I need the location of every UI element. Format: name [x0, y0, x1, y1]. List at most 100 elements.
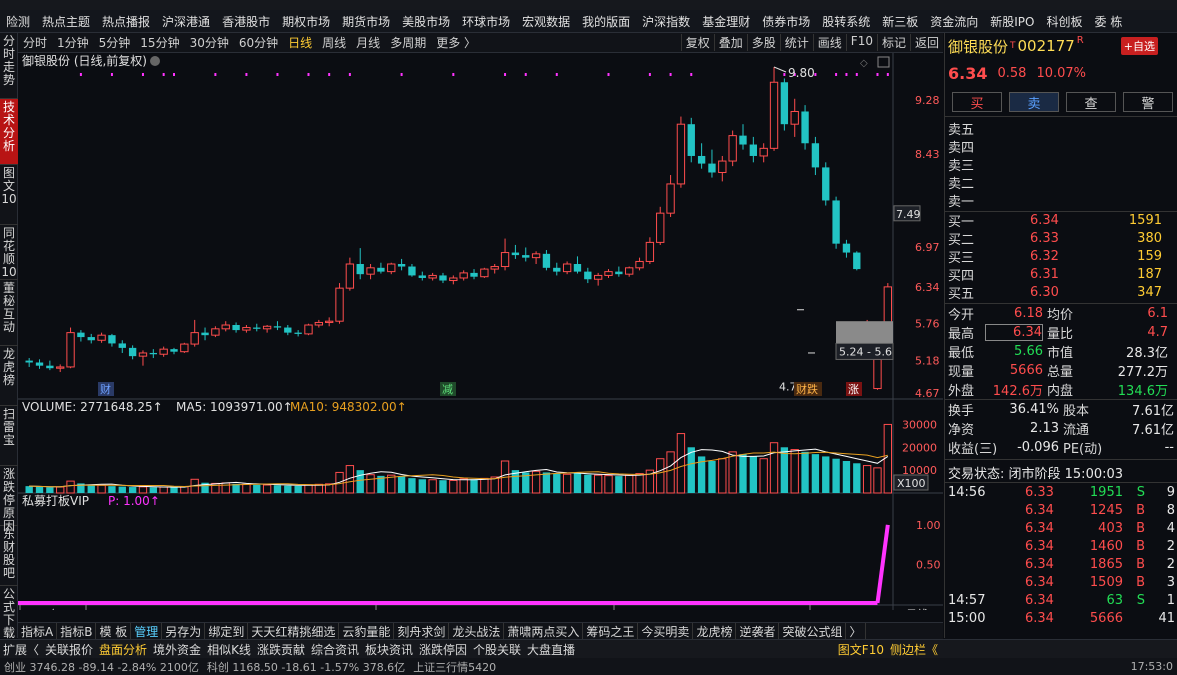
signal-marker — [348, 73, 351, 76]
formula-tab[interactable]: 天天红精挑细选 — [248, 623, 340, 639]
query-button[interactable]: 查 — [1066, 92, 1116, 112]
bottom-tab[interactable]: 境外资金 — [153, 642, 202, 657]
top-menu-item[interactable]: 委 栋 — [1094, 14, 1123, 29]
tick-row: 6.34 403 B 4 — [945, 519, 1177, 537]
period-tab[interactable]: 分时 — [23, 36, 48, 50]
bottom-tab[interactable]: 扩展〈 — [3, 642, 40, 657]
formula-tab[interactable]: 筹码之王 — [583, 623, 639, 639]
bottom-tab[interactable]: 个股关联 — [473, 642, 522, 657]
period-tab[interactable]: 5分钟 — [98, 36, 131, 50]
chart-tool-button[interactable]: 多股 — [746, 34, 780, 51]
top-menu-item[interactable]: 香港股市 — [222, 14, 271, 29]
sidebar-item[interactable]: 公式下载 — [0, 586, 18, 646]
ask-label: 卖五 — [948, 122, 975, 138]
buy-button[interactable]: 买 — [952, 92, 1002, 112]
top-menu-item[interactable]: 美股市场 — [402, 14, 451, 29]
bottom-tab[interactable]: 相似K线 — [207, 642, 251, 657]
top-menu-item[interactable]: 新股IPO — [990, 14, 1035, 29]
bottom-right-tab[interactable]: 侧边栏《 — [889, 642, 938, 657]
tick-volume: 5666 — [1089, 610, 1123, 626]
formula-tab[interactable]: 刻舟求剑 — [394, 623, 450, 639]
top-menu-item[interactable]: 债券市场 — [762, 14, 811, 29]
formula-tab[interactable]: 指标A — [18, 623, 58, 639]
period-tab[interactable]: 多周期 — [390, 36, 427, 50]
kline-chart[interactable]: 御银股份 (日线,前复权) ◇ 9.28 8.43 7.49 6.97 6.34 5.76 5.… — [18, 53, 943, 610]
sidebar-item[interactable]: 技术分析 — [0, 99, 18, 165]
period-tab[interactable]: 15分钟 — [140, 36, 180, 50]
formula-tab[interactable]: 模 板 — [96, 623, 132, 639]
bottom-tab[interactable]: 板块资讯 — [364, 642, 413, 657]
period-tab[interactable]: 周线 — [322, 36, 347, 50]
bottom-tab[interactable]: 涨跌贡献 — [256, 642, 305, 657]
sidebar-item[interactable]: 董秘互动 — [0, 280, 18, 346]
event-tag: 财跌 — [796, 382, 818, 396]
formula-tab[interactable]: 龙头战法 — [449, 623, 505, 639]
alert-button[interactable]: 警 — [1123, 92, 1173, 112]
bottom-tab[interactable]: 涨跌停因 — [418, 642, 467, 657]
top-menu-item[interactable]: 期货市场 — [342, 14, 391, 29]
formula-tab[interactable]: 今买明卖 — [638, 623, 694, 639]
formula-tab[interactable]: 云豹量能 — [339, 623, 395, 639]
top-menu-item[interactable]: 我的版面 — [582, 14, 631, 29]
bottom-tab[interactable]: 盘面分析 — [99, 642, 148, 657]
sidebar-item[interactable]: 图文10 — [0, 165, 18, 225]
bottom-tab[interactable]: 关联报价 — [45, 642, 94, 657]
sidebar-item[interactable]: 龙虎榜 — [0, 346, 18, 406]
top-menu-item[interactable]: 股转系统 — [822, 14, 871, 29]
range-label-box — [835, 342, 894, 360]
stat-label: 最低 — [948, 345, 975, 361]
volume-bar — [553, 473, 561, 493]
period-tab[interactable]: 月线 — [356, 36, 381, 50]
chart-tool-button[interactable]: F10 — [845, 34, 877, 51]
chart-tool-button[interactable]: 返回 — [909, 34, 943, 51]
chart-tool-button[interactable]: 标记 — [876, 34, 910, 51]
period-tab[interactable]: 30分钟 — [189, 36, 229, 50]
stat-value: -- — [1164, 439, 1174, 455]
bottom-tab[interactable]: 综合资讯 — [310, 642, 359, 657]
bottom-right-tab[interactable]: 图文F10 — [837, 642, 884, 657]
formula-tab[interactable]: 萧啸两点买入 — [504, 623, 584, 639]
status-bar: 创业 3746.28 -89.14 -2.84% 2100亿 科创 1168.50… — [0, 658, 1177, 675]
period-tab[interactable]: 60分钟 — [238, 36, 279, 50]
last-price: 6.34 — [948, 63, 988, 83]
candle-body — [345, 263, 355, 289]
chart-tool-button[interactable]: 叠加 — [713, 34, 747, 51]
sell-button[interactable]: 卖 — [1009, 92, 1059, 112]
top-menu-item[interactable]: 新三板 — [882, 14, 919, 29]
top-menu-item[interactable]: 期权市场 — [282, 14, 331, 29]
top-menu-item[interactable]: 资金流向 — [930, 14, 979, 29]
formula-tab[interactable]: 指标B — [57, 623, 97, 639]
formula-tab[interactable]: 管理 — [131, 623, 163, 639]
formula-tab[interactable]: 〉 — [846, 623, 866, 639]
top-menu-item[interactable]: 险测 — [6, 14, 31, 29]
period-tab[interactable]: 日线 — [288, 36, 313, 50]
formula-tab[interactable]: 另存为 — [162, 623, 206, 639]
top-menu-item[interactable]: 环球市场 — [462, 14, 511, 29]
add-watchlist-button[interactable]: +自选 — [1120, 37, 1158, 55]
chart-tool-button[interactable]: 统计 — [779, 34, 813, 51]
bottom-tab[interactable]: 大盘直播 — [527, 642, 576, 657]
candle-body — [335, 287, 344, 322]
sidebar-item[interactable]: 东财股吧 — [0, 526, 18, 586]
formula-tab[interactable]: 龙虎榜 — [693, 623, 737, 639]
chart-tool-button[interactable]: 复权 — [680, 34, 714, 51]
sidebar-item[interactable]: 涨跌停原因 — [0, 466, 18, 533]
sidebar-item[interactable]: 分时走势 — [0, 33, 18, 99]
bid-price: 6.33 — [1030, 230, 1059, 246]
top-menu-item[interactable]: 沪深指数 — [642, 14, 691, 29]
period-tab[interactable]: 更多 〉 — [436, 36, 477, 50]
top-menu-item[interactable]: 基金理财 — [702, 14, 751, 29]
formula-tab[interactable]: 突破公式组 — [779, 623, 847, 639]
tick-row: 14:57 6.34 63 S 1 — [945, 591, 1177, 609]
top-menu-item[interactable]: 热点主题 — [42, 14, 91, 29]
top-menu-item[interactable]: 沪深港通 — [162, 14, 211, 29]
formula-tab[interactable]: 逆袭者 — [736, 623, 780, 639]
sidebar-item[interactable]: 同花顺10 — [0, 226, 18, 280]
top-menu-item[interactable]: 科创板 — [1046, 14, 1083, 29]
formula-tab[interactable]: 绑定到 — [205, 623, 249, 639]
sidebar-item[interactable]: 扫雷宝 — [0, 406, 18, 466]
chart-tool-button[interactable]: 画线 — [812, 34, 846, 51]
period-tab[interactable]: 1分钟 — [57, 36, 89, 50]
top-menu-item[interactable]: 热点播报 — [102, 14, 151, 29]
top-menu-item[interactable]: 宏观数据 — [522, 14, 571, 29]
